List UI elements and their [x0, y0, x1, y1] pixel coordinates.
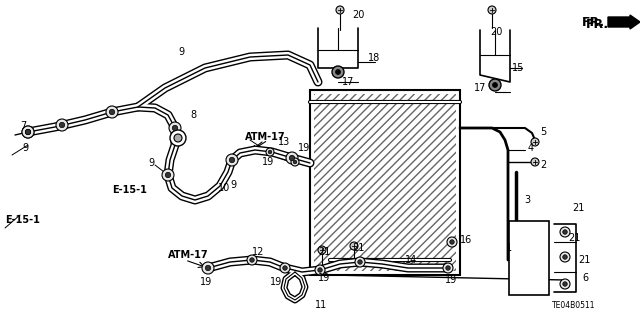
Text: 12: 12	[252, 247, 264, 257]
Text: 19: 19	[298, 143, 310, 153]
Circle shape	[445, 266, 451, 270]
Circle shape	[560, 227, 570, 237]
Circle shape	[350, 242, 358, 250]
Circle shape	[563, 282, 567, 286]
Text: 13: 13	[278, 137, 291, 147]
Circle shape	[60, 122, 65, 128]
Circle shape	[247, 255, 257, 265]
Text: 3: 3	[524, 195, 530, 205]
Text: 10: 10	[218, 183, 230, 193]
Circle shape	[488, 6, 496, 14]
Circle shape	[280, 263, 290, 273]
Circle shape	[268, 150, 272, 154]
Circle shape	[358, 260, 362, 264]
Text: 19: 19	[200, 277, 212, 287]
Text: 8: 8	[190, 110, 196, 120]
Text: 2: 2	[540, 160, 547, 170]
Circle shape	[332, 66, 344, 78]
Text: 20: 20	[490, 27, 502, 37]
Bar	[310, 90, 460, 275]
Circle shape	[26, 129, 31, 135]
Text: 6: 6	[582, 273, 588, 283]
Text: 11: 11	[315, 300, 327, 310]
Text: 20: 20	[352, 10, 364, 20]
Circle shape	[170, 130, 186, 146]
Circle shape	[289, 155, 294, 161]
Text: 19: 19	[262, 157, 275, 167]
Circle shape	[162, 169, 174, 181]
Text: 5: 5	[540, 127, 547, 137]
Circle shape	[443, 263, 453, 273]
Bar	[314, 94, 456, 271]
Circle shape	[205, 265, 211, 271]
Circle shape	[56, 119, 68, 131]
Text: 21: 21	[568, 233, 580, 243]
Circle shape	[489, 79, 501, 91]
Circle shape	[560, 252, 570, 262]
Text: FR.: FR.	[586, 18, 609, 31]
Text: 4: 4	[528, 143, 534, 153]
Circle shape	[266, 148, 274, 156]
Text: 21: 21	[318, 247, 330, 257]
Circle shape	[450, 240, 454, 244]
Circle shape	[22, 126, 34, 138]
Text: 19: 19	[318, 273, 330, 283]
Circle shape	[226, 154, 238, 166]
Circle shape	[315, 265, 325, 275]
Circle shape	[283, 266, 287, 270]
Text: 19: 19	[445, 275, 457, 285]
Circle shape	[109, 109, 115, 115]
Circle shape	[106, 106, 118, 118]
Circle shape	[165, 172, 171, 178]
Text: 1: 1	[506, 243, 512, 253]
Text: 9: 9	[230, 180, 236, 190]
FancyArrow shape	[608, 15, 640, 29]
Text: 14: 14	[405, 255, 417, 265]
Circle shape	[22, 126, 34, 138]
Circle shape	[355, 257, 365, 267]
Text: 21: 21	[578, 255, 590, 265]
Text: E-15-1: E-15-1	[112, 185, 147, 195]
Circle shape	[318, 246, 326, 254]
Circle shape	[291, 158, 299, 166]
Circle shape	[563, 255, 567, 259]
Text: ATM-17: ATM-17	[168, 250, 209, 260]
Circle shape	[250, 258, 254, 262]
Text: 18: 18	[368, 53, 380, 63]
Text: 21: 21	[572, 203, 584, 213]
Text: 9: 9	[148, 158, 154, 168]
Circle shape	[335, 70, 340, 75]
Text: 9: 9	[22, 143, 28, 153]
Text: TE04B0511: TE04B0511	[552, 301, 595, 310]
Circle shape	[229, 157, 235, 163]
Text: 15: 15	[512, 63, 524, 73]
Text: 9: 9	[178, 47, 184, 57]
Circle shape	[293, 160, 297, 164]
Text: 16: 16	[460, 235, 472, 245]
Text: 19: 19	[270, 277, 282, 287]
Circle shape	[336, 6, 344, 14]
Text: 21: 21	[352, 243, 364, 253]
Text: FR.: FR.	[582, 16, 605, 28]
Circle shape	[202, 262, 214, 274]
Text: E-15-1: E-15-1	[5, 215, 40, 225]
Text: 17: 17	[474, 83, 486, 93]
Circle shape	[286, 152, 298, 164]
Text: 7: 7	[20, 121, 26, 131]
Circle shape	[174, 134, 182, 142]
FancyBboxPatch shape	[509, 221, 549, 295]
Text: 17: 17	[342, 77, 355, 87]
Circle shape	[26, 129, 31, 135]
Circle shape	[560, 279, 570, 289]
Circle shape	[531, 158, 539, 166]
Text: ATM-17: ATM-17	[245, 132, 285, 142]
Circle shape	[169, 122, 181, 134]
Circle shape	[447, 237, 457, 247]
Circle shape	[317, 268, 323, 272]
Circle shape	[563, 230, 567, 234]
Circle shape	[531, 138, 539, 146]
Circle shape	[493, 83, 497, 87]
Circle shape	[172, 125, 178, 131]
